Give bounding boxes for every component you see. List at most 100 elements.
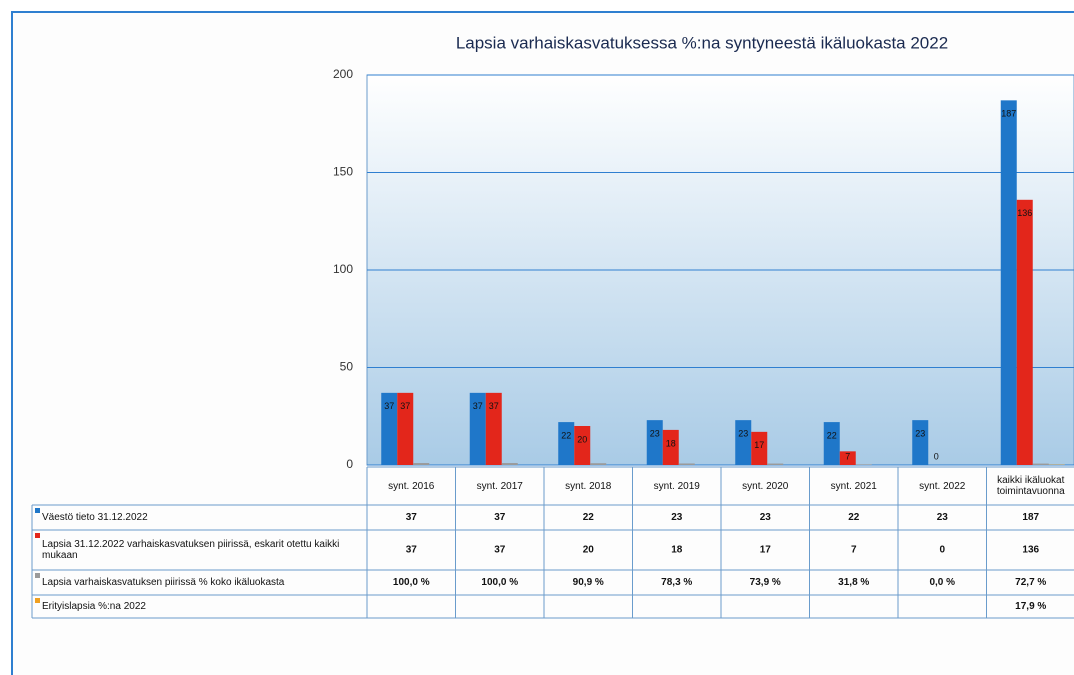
legend-swatch [35,598,40,603]
x-tick-label: synt. 2016 [369,467,454,505]
x-tick-label: synt. 2017 [458,467,543,505]
bar [574,426,591,465]
data-label: 37 [489,401,499,411]
table-value: 20 [583,545,595,556]
data-label: 37 [473,401,483,411]
y-tick-label: 50 [340,360,354,374]
x-tick-label-box: synt. 2016 [369,467,454,505]
x-tick-label-text: kaikki ikäluokat toimintavuonna [996,475,1065,497]
bar [501,463,518,465]
data-label: 136 [1017,208,1032,218]
legend-swatch [35,573,40,578]
x-tick-label-box: synt. 2018 [546,467,631,505]
table-value: 37 [494,545,506,556]
bar [678,463,695,465]
x-tick-label: kaikki ikäluokat toimintavuonna [989,467,1074,505]
x-tick-label-box: synt. 2022 [900,467,985,505]
table-value: 136 [1022,545,1039,556]
x-tick-label-text: synt. 2021 [830,480,877,492]
bar [735,420,752,465]
table-value: 90,9 % [573,577,604,588]
bar [1000,100,1017,465]
x-tick-label-box: synt. 2021 [812,467,897,505]
bar [1016,199,1033,466]
table-value: 7 [851,545,857,556]
data-label: 7 [845,451,850,461]
data-label: 20 [577,434,587,444]
table-value: 22 [583,512,595,523]
data-label: 37 [384,401,394,411]
legend-entry: Lapsia 31.12.2022 varhaiskasvatuksen pii… [35,530,364,570]
table-value: 37 [406,512,418,523]
legend-entry-box: Lapsia 31.12.2022 varhaiskasvatuksen pii… [35,530,364,570]
bar [397,392,414,465]
legend-entry-text: Lapsia 31.12.2022 varhaiskasvatuksen pii… [42,539,340,561]
bar [469,392,486,465]
table-value: 18 [671,545,683,556]
data-label: 37 [400,401,410,411]
x-tick-label-box: synt. 2020 [723,467,808,505]
data-label: 17 [754,440,764,450]
data-label: 23 [915,429,925,439]
legend-entry-box: Väestö tieto 31.12.2022 [35,505,364,530]
x-tick-label: synt. 2018 [546,467,631,505]
table-value: 31,8 % [838,577,869,588]
x-tick-label-text: synt. 2020 [742,480,789,492]
bar [751,431,768,465]
bar [1032,463,1049,465]
table-value: 23 [937,512,949,523]
legend-entry-box: Erityislapsia %:na 2022 [35,595,364,618]
bar [767,463,784,465]
table-value: 37 [406,545,418,556]
table-value: 22 [848,512,860,523]
bar [823,422,840,465]
x-tick-label-text: synt. 2017 [476,480,523,492]
table-value: 17,9 % [1015,601,1046,612]
bar [912,420,929,465]
table-value: 17 [760,545,772,556]
legend-swatch [35,533,40,538]
x-tick-label-text: synt. 2016 [388,480,435,492]
bar [646,420,663,465]
x-tick-label-box: kaikki ikäluokat toimintavuonna [989,467,1074,505]
bar [855,464,872,465]
table-value: 23 [671,512,683,523]
x-tick-label-text: synt. 2022 [919,480,966,492]
data-label: 23 [738,429,748,439]
legend-entry-text: Lapsia varhaiskasvatuksen piirissä % kok… [42,577,285,588]
legend-entry: Väestö tieto 31.12.2022 [35,505,364,530]
y-tick-label: 100 [333,262,353,276]
table-value: 187 [1022,512,1039,523]
table-value: 100,0 % [481,577,518,588]
table-value: 72,7 % [1015,577,1046,588]
table-value: 37 [494,512,506,523]
table-value: 0,0 % [929,577,955,588]
legend-entry-text: Erityislapsia %:na 2022 [42,601,146,612]
data-label: 23 [650,429,660,439]
legend-entry-text: Väestö tieto 31.12.2022 [42,512,148,523]
x-tick-label-box: synt. 2019 [635,467,720,505]
x-tick-label: synt. 2021 [812,467,897,505]
x-tick-label: synt. 2020 [723,467,808,505]
data-label: 18 [666,438,676,448]
data-label: 0 [934,451,939,461]
table-value: 73,9 % [750,577,781,588]
data-label: 187 [1001,109,1016,119]
bar [413,463,430,465]
bar [381,392,398,465]
data-label: 22 [561,430,571,440]
y-tick-label: 150 [333,165,353,179]
bar [485,392,502,465]
table-value: 0 [939,545,945,556]
x-tick-label-text: synt. 2019 [653,480,700,492]
y-tick-label: 200 [333,67,353,81]
x-tick-label: synt. 2019 [635,467,720,505]
x-tick-label: synt. 2022 [900,467,985,505]
bar [558,422,575,465]
legend-entry-box: Lapsia varhaiskasvatuksen piirissä % kok… [35,573,285,588]
x-tick-label-box: synt. 2017 [458,467,543,505]
legend-entry: Erityislapsia %:na 2022 [35,595,364,618]
bar [839,451,856,465]
table-value: 100,0 % [393,577,430,588]
